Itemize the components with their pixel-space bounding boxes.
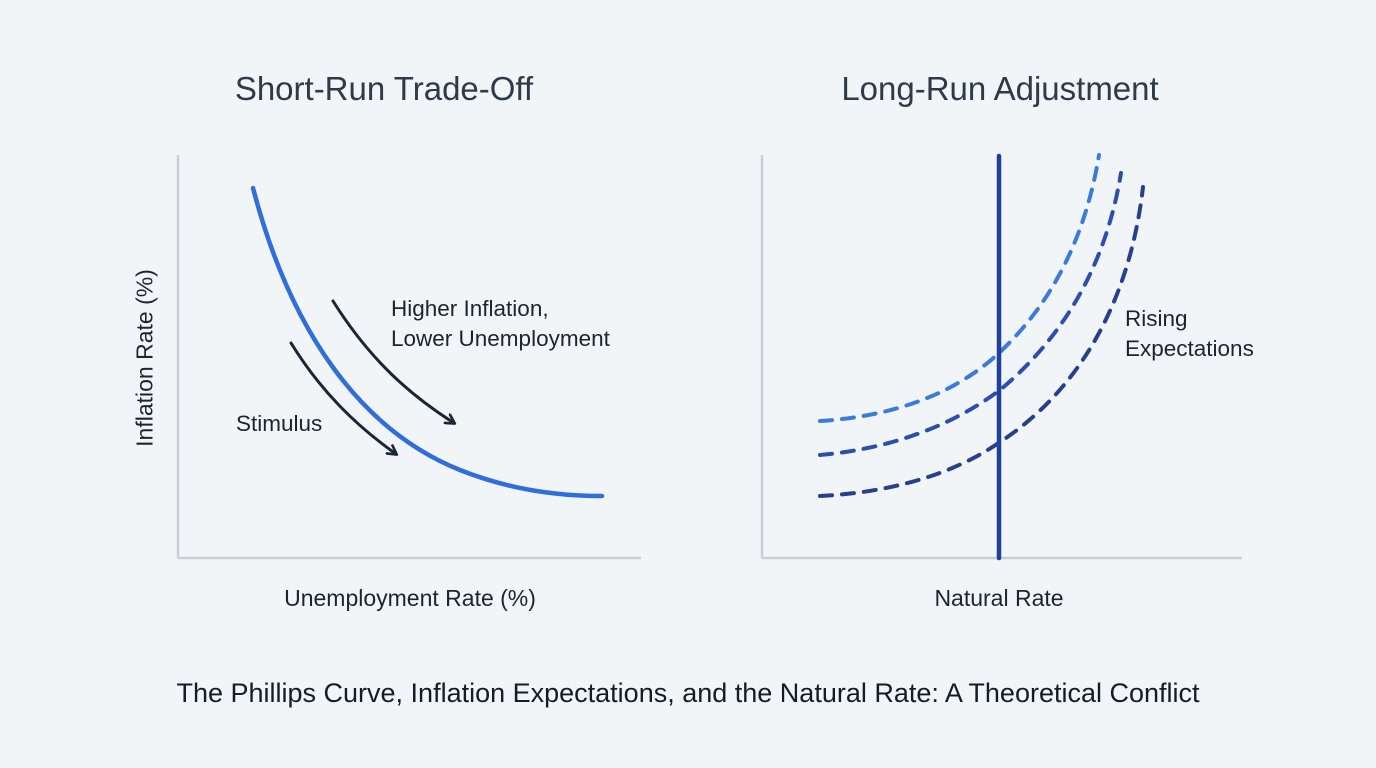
- arrow-stimulus: [289, 341, 396, 454]
- stimulus-annotation: Stimulus: [236, 411, 323, 436]
- expectations-curve-2: [818, 171, 1123, 457]
- left-x-axis-label: Unemployment Rate (%): [284, 585, 536, 611]
- rising-expectations-annotation: Rising Expectations: [1125, 304, 1254, 364]
- annotation-line-2: Lower Unemployment: [391, 326, 610, 351]
- arrow-higher-inflation: [331, 299, 454, 423]
- left-panel-title: Short-Run Trade-Off: [234, 70, 534, 107]
- figure-caption: The Phillips Curve, Inflation Expectatio…: [176, 678, 1200, 708]
- expectations-curve-3: [818, 185, 1145, 498]
- left-axes: [176, 155, 641, 560]
- expectations-curve-1: [818, 153, 1101, 423]
- annotation-line-1: Higher Inflation,: [391, 296, 549, 321]
- left-y-axis-label: Inflation Rate (%): [131, 269, 158, 447]
- higher-inflation-annotation: Higher Inflation, Lower Unemployment: [391, 294, 610, 354]
- right-axes: [760, 155, 1242, 560]
- annotation-line-1: Rising: [1125, 306, 1188, 331]
- right-panel-title: Long-Run Adjustment: [841, 70, 1159, 107]
- annotation-line-2: Expectations: [1125, 336, 1254, 361]
- right-x-axis-label: Natural Rate: [934, 585, 1064, 611]
- short-run-phillips-curve: [250, 185, 605, 499]
